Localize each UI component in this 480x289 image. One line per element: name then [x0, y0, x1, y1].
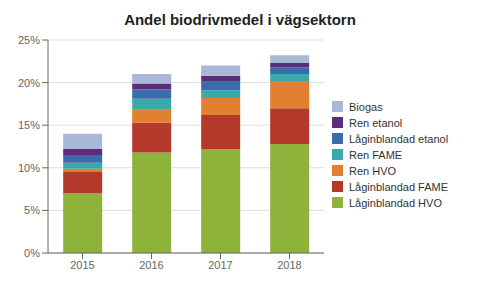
html-text:Ren HVO: Ren HVO: [349, 164, 397, 177]
svg-text:2016: 2016: [139, 259, 163, 271]
svg-text:10%: 10%: [18, 162, 40, 174]
svg-text:25%: 25%: [18, 34, 40, 46]
html-text:Ren etanol: Ren etanol: [349, 116, 403, 129]
svg-text:2017: 2017: [208, 259, 232, 271]
html-text:Ren FAME: Ren FAME: [349, 148, 403, 161]
svg-text:15%: 15%: [18, 119, 40, 131]
html-text:Låginblandad FAME: Låginblandad FAME: [349, 180, 449, 193]
html-text:Biogas: Biogas: [349, 100, 383, 113]
svg-text:5%: 5%: [24, 204, 40, 216]
svg-text:2018: 2018: [277, 259, 301, 271]
svg-text:2015: 2015: [70, 259, 94, 271]
svg-text:0%: 0%: [24, 247, 40, 259]
svg-text:20%: 20%: [18, 77, 40, 89]
html-text:Låginblandad HVO: Låginblandad HVO: [349, 196, 442, 209]
html-text:Andel biodrivmedel i vägsektor: Andel biodrivmedel i vägsektorn: [124, 11, 356, 28]
html-text:Låginblandad etanol: Låginblandad etanol: [349, 132, 449, 145]
